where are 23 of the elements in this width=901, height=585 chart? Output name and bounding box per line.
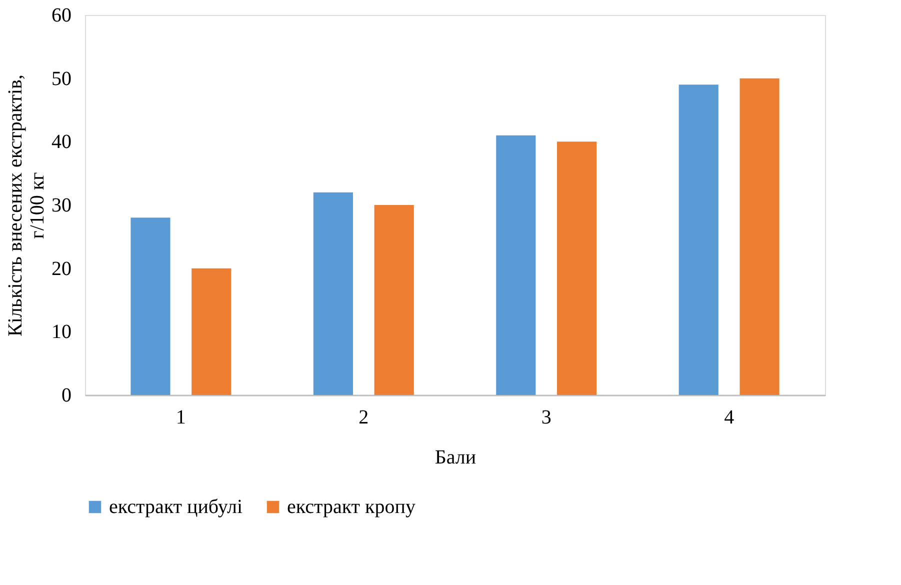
y-tick-label: 10 [52, 321, 72, 344]
x-axis-title: Бали [434, 446, 476, 468]
x-tick-label: 3 [541, 406, 552, 428]
y-tick-label: 40 [52, 131, 72, 154]
x-tick-label: 1 [176, 406, 186, 428]
legend-label: екстракт кропу [287, 496, 416, 518]
y-tick-label: 50 [52, 68, 72, 90]
bar [130, 218, 170, 395]
x-tick-label: 4 [724, 406, 734, 428]
bar [496, 135, 536, 395]
bar [740, 78, 780, 395]
y-tick-label: 20 [52, 258, 72, 280]
bar [678, 84, 718, 395]
legend-label: екстракт цибулі [109, 496, 243, 518]
y-tick-label: 0 [62, 384, 72, 406]
bar [557, 142, 597, 395]
bar [192, 268, 232, 395]
bar [374, 205, 414, 395]
y-tick-label: 60 [52, 4, 72, 26]
bar [313, 192, 353, 395]
y-axis-title: Кількість внесених екстрактів, г/100 кг [4, 74, 48, 336]
y-tick-label: 30 [52, 194, 72, 216]
x-tick-label: 2 [358, 406, 369, 428]
